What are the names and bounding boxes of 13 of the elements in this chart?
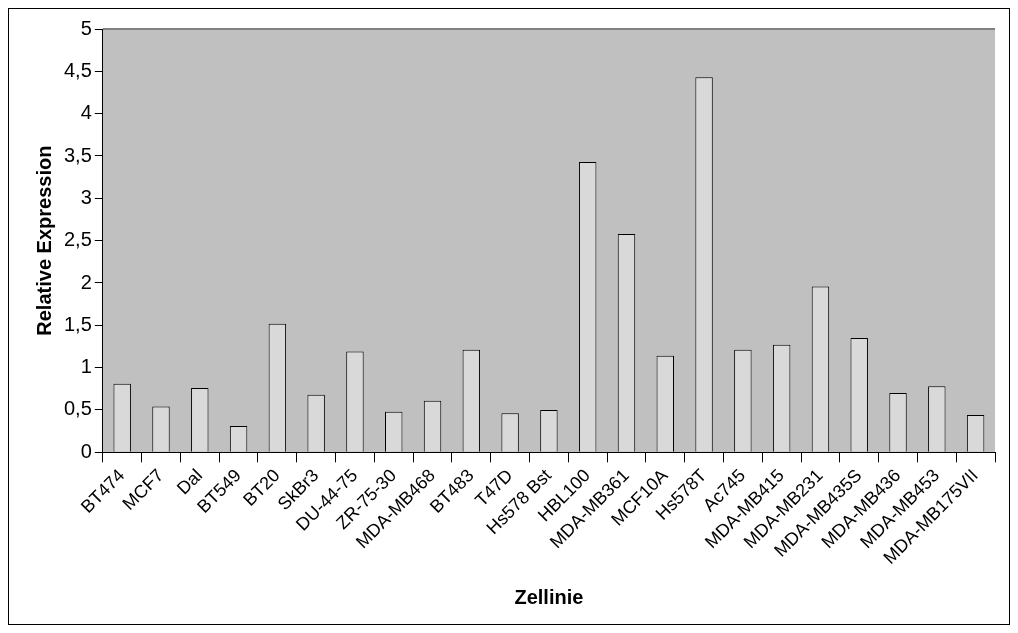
y-tick-label: 5 xyxy=(80,16,92,39)
y-tick-label: 4 xyxy=(80,101,92,124)
y-tick-label: 3,5 xyxy=(63,143,92,166)
y-tick-label: 0,5 xyxy=(63,397,92,420)
y-tick-label: 2,5 xyxy=(63,228,92,251)
y-tick-label: 1,5 xyxy=(63,312,92,335)
y-tick-label: 1 xyxy=(80,355,92,378)
y-axis-title: Relative Expression xyxy=(32,145,55,336)
y-tick-label: 3 xyxy=(80,185,92,208)
y-tick-label: 0 xyxy=(80,439,92,462)
x-axis-title: Zellinie xyxy=(514,585,584,608)
y-tick-label: 2 xyxy=(80,270,92,293)
y-tick-label: 4,5 xyxy=(63,58,92,81)
